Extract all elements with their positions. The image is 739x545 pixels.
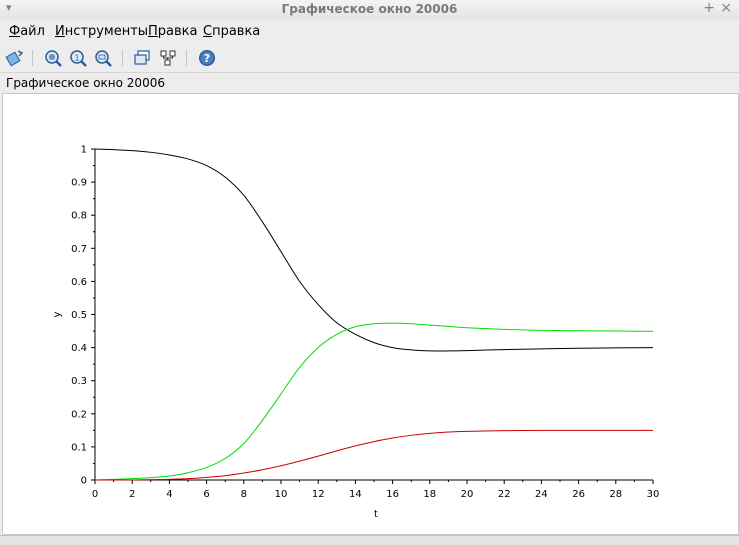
y-axis-label: y <box>52 311 63 317</box>
y-tick-label: 0.3 <box>71 376 87 387</box>
editor-icon[interactable] <box>158 48 178 68</box>
menu-edit-label: равка <box>157 24 198 39</box>
y-tick-label: 0.1 <box>71 442 87 453</box>
toolbar-separator <box>32 50 33 66</box>
x-tick-label: 12 <box>312 489 325 500</box>
close-icon[interactable]: × <box>720 0 732 16</box>
y-tick-label: 0 <box>81 476 87 487</box>
menubar: Файл Инструменты Правка Справка <box>0 19 739 44</box>
info-bar: Графическое окно 20006 <box>0 72 739 93</box>
zoom-area-icon[interactable] <box>43 48 63 68</box>
rotate-icon[interactable] <box>5 48 25 68</box>
menu-tools-label: нструменты <box>64 24 149 39</box>
menu-tools[interactable]: Инструменты <box>55 24 148 39</box>
x-tick-label: 22 <box>498 489 511 500</box>
series-line-1 <box>94 322 654 481</box>
x-tick-label: 30 <box>647 489 660 500</box>
y-tick-label: 0.7 <box>71 244 87 255</box>
y-tick-label: 0.6 <box>71 277 87 288</box>
window-menu-icon[interactable]: ▾ <box>6 1 12 14</box>
y-tick-label: 1 <box>81 145 87 156</box>
menu-help[interactable]: Справка <box>203 24 260 39</box>
menu-tools-mnemonic: И <box>55 24 65 39</box>
x-tick-label: 26 <box>572 489 585 500</box>
x-tick-label: 2 <box>129 489 135 500</box>
x-tick-label: 24 <box>535 489 548 500</box>
toolbar: 1 ? <box>0 44 739 72</box>
info-text: Графическое окно 20006 <box>6 76 165 90</box>
x-tick-label: 6 <box>203 489 209 500</box>
x-tick-label: 8 <box>241 489 247 500</box>
series-line-2 <box>95 429 653 481</box>
x-tick-label: 10 <box>275 489 288 500</box>
x-tick-label: 16 <box>386 489 399 500</box>
menu-edit-mnemonic: П <box>148 24 158 39</box>
status-bar <box>0 535 739 545</box>
svg-text:?: ? <box>204 52 210 65</box>
y-tick-label: 0.5 <box>71 310 87 321</box>
window-title: Графическое окно 20006 <box>281 2 458 16</box>
x-tick-label: 4 <box>166 489 172 500</box>
x-tick-label: 18 <box>423 489 436 500</box>
pin-icon[interactable]: + <box>703 0 715 16</box>
y-tick-label: 0.8 <box>71 211 87 222</box>
svg-text:1: 1 <box>74 54 79 63</box>
menu-file-label: айл <box>20 24 45 39</box>
y-tick-label: 0.2 <box>71 409 87 420</box>
window-titlebar: ▾ Графическое окно 20006 + × <box>0 0 739 19</box>
menu-help-mnemonic: С <box>203 24 213 39</box>
menu-file-mnemonic: Ф <box>9 24 21 39</box>
x-tick-label: 14 <box>349 489 362 500</box>
toolbar-separator <box>122 50 123 66</box>
y-tick-label: 0.9 <box>71 178 87 189</box>
x-tick-label: 20 <box>461 489 474 500</box>
x-axis-label: t <box>374 509 378 520</box>
datatip-icon[interactable] <box>132 48 152 68</box>
menu-edit[interactable]: Правка <box>148 24 197 39</box>
menu-help-label: правка <box>212 24 261 39</box>
zoom-icon[interactable] <box>93 48 113 68</box>
toolbar-separator <box>186 50 187 66</box>
plot-canvas[interactable]: 0 0.1 0.2 0.3 0.4 0.5 0.6 0.7 0.8 0.9 1 0 2 4 6 8 10 12 14… <box>2 93 739 535</box>
zoom-reset-icon[interactable]: 1 <box>68 48 88 68</box>
line-chart: 00.10.20.30.40.50.60.70.80.910 2 4 6 8 10 12 14… <box>52 145 660 521</box>
series-line-0 <box>94 148 654 352</box>
x-tick-label: 28 <box>609 489 622 500</box>
x-tick-label: 0 <box>92 489 98 500</box>
y-tick-label: 0.4 <box>71 343 87 354</box>
help-icon[interactable]: ? <box>197 48 217 68</box>
menu-file[interactable]: Файл <box>9 24 45 39</box>
